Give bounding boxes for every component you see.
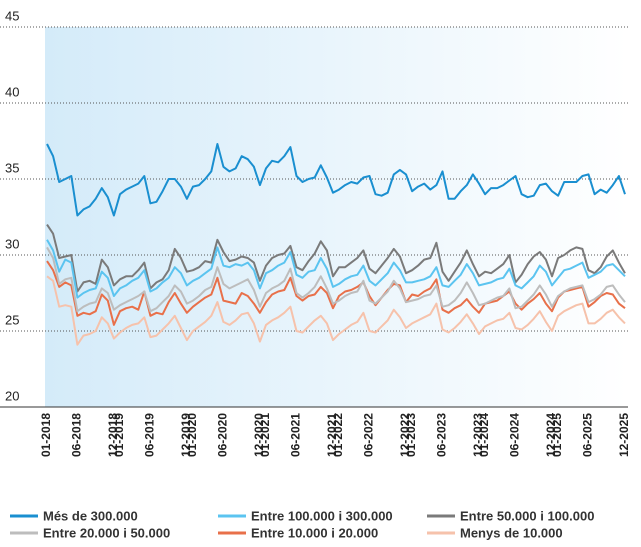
x-tick-label: 12-2022 — [398, 413, 412, 457]
x-tick-label: 01-2024 — [477, 413, 491, 457]
x-tick-label: 12-2021 — [325, 413, 339, 457]
series-line — [46, 224, 626, 293]
x-tick-label: 06-2022 — [362, 413, 376, 457]
legend-label: Menys de 10.000 — [460, 525, 563, 540]
x-tick-label: 12-2024 — [544, 413, 558, 457]
x-tick-label: 06-2018 — [70, 413, 84, 457]
x-tick-label: 12-2025 — [617, 413, 631, 457]
x-tick-label: 12-2018 — [106, 413, 120, 457]
legend-label: Més de 300.000 — [43, 508, 138, 523]
x-tick-label: 06-2024 — [508, 413, 522, 457]
x-tick-label: 06-2025 — [581, 413, 595, 457]
y-tick-label: 45 — [5, 8, 19, 23]
x-tick-label: 01-2018 — [39, 413, 53, 457]
y-tick-label: 20 — [5, 388, 19, 403]
x-tick-label: 06-2021 — [289, 413, 303, 457]
plot-background — [45, 27, 628, 407]
y-tick-label: 30 — [5, 236, 19, 251]
y-tick-label: 40 — [5, 84, 19, 99]
x-tick-label: 01-2019 — [112, 413, 126, 457]
y-tick-label: 25 — [5, 312, 19, 327]
legend-label: Entre 50.000 i 100.000 — [460, 508, 594, 523]
legend-label: Entre 100.000 i 300.000 — [251, 508, 393, 523]
x-tick-label: 01-2023 — [404, 413, 418, 457]
y-tick-label: 35 — [5, 160, 19, 175]
x-tick-label: 06-2019 — [143, 413, 157, 457]
x-tick-label: 01-2021 — [258, 413, 272, 457]
x-tick-label: 01-2022 — [331, 413, 345, 457]
x-tick-label: 01-2020 — [185, 413, 199, 457]
legend-label: Entre 20.000 i 50.000 — [43, 525, 170, 540]
x-tick-label: 06-2023 — [435, 413, 449, 457]
x-tick-label: 06-2020 — [216, 413, 230, 457]
x-tick-label: 12-2019 — [179, 413, 193, 457]
x-tick-label: 12-2023 — [471, 413, 485, 457]
series-line — [46, 275, 626, 346]
series-line — [46, 246, 626, 313]
series-line — [46, 143, 626, 217]
series-line — [46, 239, 626, 299]
legend-label: Entre 10.000 i 20.000 — [251, 525, 378, 540]
x-tick-label: 12-2020 — [252, 413, 266, 457]
x-tick-label: 01-2025 — [550, 413, 564, 457]
